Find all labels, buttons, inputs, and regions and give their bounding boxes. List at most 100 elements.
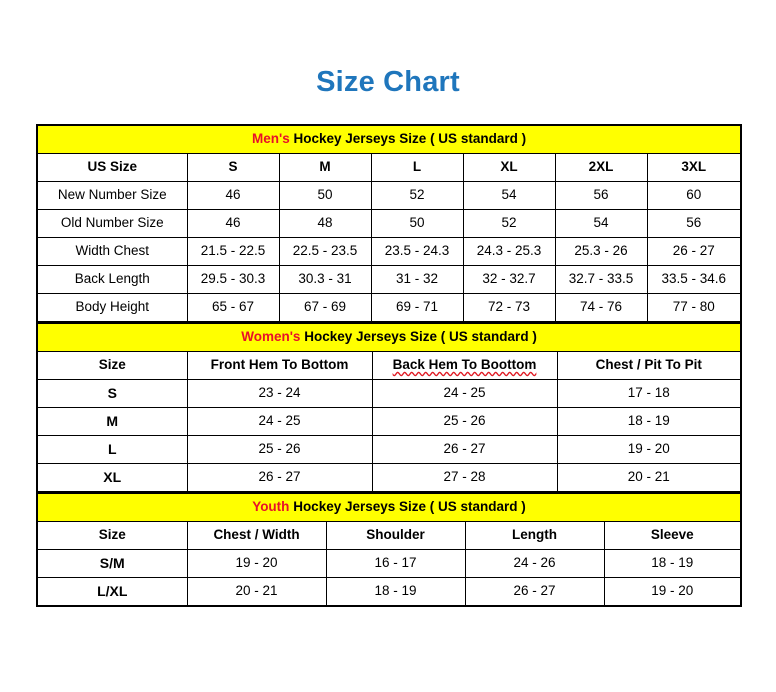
youth-cell-0-3: 24 - 26 — [464, 549, 605, 578]
mens-cell-0-2: 50 — [278, 181, 372, 210]
mens-cell-1-5: 54 — [554, 209, 648, 238]
womens-cell-1-1: 24 - 25 — [186, 407, 373, 436]
womens-cell-2-2: 26 - 27 — [371, 435, 558, 464]
mens-section-banner: Men's Hockey Jerseys Size ( US standard … — [36, 124, 742, 154]
womens-size-table: Women's Hockey Jerseys Size ( US standar… — [36, 322, 743, 492]
womens-section-banner: Women's Hockey Jerseys Size ( US standar… — [36, 322, 742, 352]
mens-row-0-label: New Number Size — [36, 181, 188, 210]
table-row: Width Chest 21.5 - 22.5 22.5 - 23.5 23.5… — [36, 237, 742, 266]
womens-banner-rest: Hockey Jerseys Size ( US standard ) — [300, 329, 537, 345]
youth-col-header-2: Shoulder — [325, 521, 466, 550]
mens-cell-3-1: 29.5 - 30.3 — [186, 265, 280, 294]
womens-row-2-label: L — [36, 435, 188, 464]
womens-cell-1-2: 25 - 26 — [371, 407, 558, 436]
youth-cell-1-1: 20 - 21 — [186, 577, 327, 607]
mens-cell-0-5: 56 — [554, 181, 648, 210]
mens-size-table: Men's Hockey Jerseys Size ( US standard … — [36, 124, 743, 322]
page-title: Size Chart — [316, 66, 460, 98]
mens-cell-2-4: 24.3 - 25.3 — [462, 237, 556, 266]
womens-cell-0-2: 24 - 25 — [371, 379, 558, 408]
womens-row-1-label: M — [36, 407, 188, 436]
mens-banner-row: Men's Hockey Jerseys Size ( US standard … — [36, 124, 742, 154]
youth-cell-1-2: 18 - 19 — [325, 577, 466, 607]
mens-cell-2-6: 26 - 27 — [646, 237, 742, 266]
womens-banner-row: Women's Hockey Jerseys Size ( US standar… — [36, 322, 742, 352]
mens-cell-1-4: 52 — [462, 209, 556, 238]
mens-cell-4-6: 77 - 80 — [646, 293, 742, 322]
mens-col-header-3: L — [370, 153, 464, 182]
table-row: S 23 - 24 24 - 25 17 - 18 — [36, 379, 742, 408]
youth-section-banner: Youth Hockey Jerseys Size ( US standard … — [36, 492, 742, 522]
mens-cell-4-4: 72 - 73 — [462, 293, 556, 322]
mens-row-4-label: Body Height — [36, 293, 188, 322]
table-row: Back Length 29.5 - 30.3 30.3 - 31 31 - 3… — [36, 265, 742, 294]
womens-cell-3-2: 27 - 28 — [371, 463, 558, 492]
womens-col-header-2-text: Back Hem To Boottom — [392, 357, 537, 373]
mens-cell-1-3: 50 — [370, 209, 464, 238]
mens-cell-0-3: 52 — [370, 181, 464, 210]
youth-col-header-0: Size — [36, 521, 188, 550]
mens-cell-3-3: 31 - 32 — [370, 265, 464, 294]
mens-cell-3-6: 33.5 - 34.6 — [646, 265, 742, 294]
table-row: M 24 - 25 25 - 26 18 - 19 — [36, 407, 742, 436]
womens-cell-0-3: 17 - 18 — [556, 379, 742, 408]
womens-col-header-2: Back Hem To Boottom — [371, 351, 558, 380]
womens-banner-group: Women's — [241, 329, 301, 345]
youth-row-0-label: S/M — [36, 549, 188, 578]
mens-cell-1-1: 46 — [186, 209, 280, 238]
mens-cell-4-3: 69 - 71 — [370, 293, 464, 322]
mens-row-3-label: Back Length — [36, 265, 188, 294]
youth-cell-1-4: 19 - 20 — [603, 577, 742, 607]
table-row: L/XL 20 - 21 18 - 19 26 - 27 19 - 20 — [36, 577, 742, 607]
table-row: L 25 - 26 26 - 27 19 - 20 — [36, 435, 742, 464]
womens-cell-3-1: 26 - 27 — [186, 463, 373, 492]
mens-cell-3-2: 30.3 - 31 — [278, 265, 372, 294]
youth-banner-row: Youth Hockey Jerseys Size ( US standard … — [36, 492, 742, 522]
womens-col-header-0: Size — [36, 351, 188, 380]
mens-cell-3-5: 32.7 - 33.5 — [554, 265, 648, 294]
table-row: Body Height 65 - 67 67 - 69 69 - 71 72 -… — [36, 293, 742, 322]
mens-cell-3-4: 32 - 32.7 — [462, 265, 556, 294]
womens-col-header-1: Front Hem To Bottom — [186, 351, 373, 380]
table-row: New Number Size 46 50 52 54 56 60 — [36, 181, 742, 210]
youth-row-1-label: L/XL — [36, 577, 188, 607]
mens-col-header-1: S — [186, 153, 280, 182]
size-tables-container: Men's Hockey Jerseys Size ( US standard … — [36, 124, 743, 607]
mens-banner-group: Men's — [252, 131, 290, 147]
youth-col-header-4: Sleeve — [603, 521, 742, 550]
youth-banner-rest: Hockey Jerseys Size ( US standard ) — [289, 499, 526, 515]
mens-cell-1-6: 56 — [646, 209, 742, 238]
youth-cell-1-3: 26 - 27 — [464, 577, 605, 607]
table-row: Old Number Size 46 48 50 52 54 56 — [36, 209, 742, 238]
youth-size-table: Youth Hockey Jerseys Size ( US standard … — [36, 492, 742, 607]
youth-col-header-3: Length — [464, 521, 605, 550]
youth-cell-0-1: 19 - 20 — [186, 549, 327, 578]
mens-cell-0-4: 54 — [462, 181, 556, 210]
mens-row-1-label: Old Number Size — [36, 209, 188, 238]
womens-cell-2-1: 25 - 26 — [186, 435, 373, 464]
mens-col-header-4: XL — [462, 153, 556, 182]
mens-col-header-2: M — [278, 153, 372, 182]
youth-header-row: Size Chest / Width Shoulder Length Sleev… — [36, 521, 742, 550]
womens-cell-3-3: 20 - 21 — [556, 463, 742, 492]
mens-cell-2-2: 22.5 - 23.5 — [278, 237, 372, 266]
mens-cell-0-1: 46 — [186, 181, 280, 210]
mens-cell-4-5: 74 - 76 — [554, 293, 648, 322]
table-row: S/M 19 - 20 16 - 17 24 - 26 18 - 19 — [36, 549, 742, 578]
youth-cell-0-4: 18 - 19 — [603, 549, 742, 578]
youth-col-header-1: Chest / Width — [186, 521, 327, 550]
mens-row-2-label: Width Chest — [36, 237, 188, 266]
mens-cell-2-5: 25.3 - 26 — [554, 237, 648, 266]
womens-row-3-label: XL — [36, 463, 188, 492]
womens-header-row: Size Front Hem To Bottom Back Hem To Boo… — [36, 351, 742, 380]
mens-col-header-5: 2XL — [554, 153, 648, 182]
mens-cell-4-2: 67 - 69 — [278, 293, 372, 322]
womens-cell-0-1: 23 - 24 — [186, 379, 373, 408]
mens-col-header-0: US Size — [36, 153, 188, 182]
womens-cell-1-3: 18 - 19 — [556, 407, 742, 436]
mens-banner-rest: Hockey Jerseys Size ( US standard ) — [289, 131, 527, 147]
womens-cell-2-3: 19 - 20 — [556, 435, 742, 464]
mens-cell-2-1: 21.5 - 22.5 — [186, 237, 280, 266]
youth-cell-0-2: 16 - 17 — [325, 549, 466, 578]
